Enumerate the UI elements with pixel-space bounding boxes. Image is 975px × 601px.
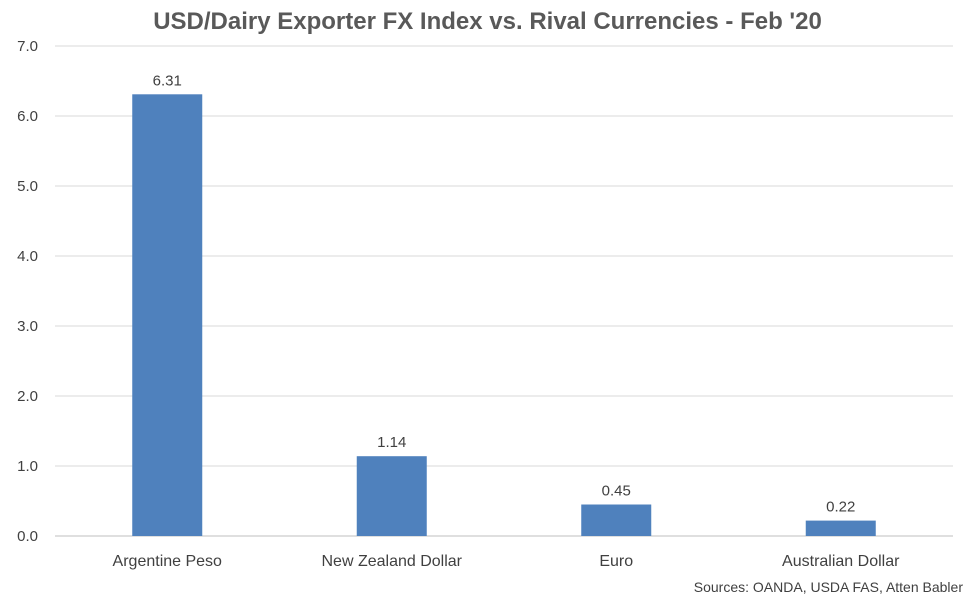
- bar: [356, 456, 427, 536]
- chart-title: USD/Dairy Exporter FX Index vs. Rival Cu…: [153, 8, 822, 35]
- x-axis: Argentine Peso New Zealand Dollar Euro Aust…: [113, 553, 901, 570]
- data-label: 0.22: [826, 499, 855, 516]
- x-tick-label: New Zealand Dollar: [321, 553, 462, 570]
- bar: [805, 520, 876, 536]
- y-tick-label: 3.0: [17, 318, 38, 335]
- y-tick-label: 0.0: [17, 528, 38, 545]
- data-labels: 6.31 1.14 0.45 0.22: [153, 72, 856, 515]
- y-tick-label: 7.0: [17, 38, 38, 55]
- bar: [581, 504, 652, 536]
- data-label: 1.14: [377, 434, 406, 451]
- x-tick-label: Australian Dollar: [782, 553, 900, 570]
- y-tick-label: 6.0: [17, 108, 38, 125]
- y-tick-label: 4.0: [17, 248, 38, 265]
- y-tick-label: 5.0: [17, 178, 38, 195]
- source-note: Sources: OANDA, USDA FAS, Atten Babler: [693, 579, 963, 595]
- bar: [132, 94, 203, 537]
- bars: [132, 94, 876, 537]
- gridlines: [55, 45, 953, 537]
- x-tick-label: Argentine Peso: [113, 553, 223, 570]
- y-tick-label: 1.0: [17, 458, 38, 475]
- data-label: 0.45: [602, 483, 631, 500]
- y-tick-label: 2.0: [17, 388, 38, 405]
- x-tick-label: Euro: [599, 553, 633, 570]
- y-axis: 0.0 1.0 2.0 3.0 4.0 5.0 6.0 7.0: [17, 38, 38, 545]
- data-label: 6.31: [153, 72, 182, 89]
